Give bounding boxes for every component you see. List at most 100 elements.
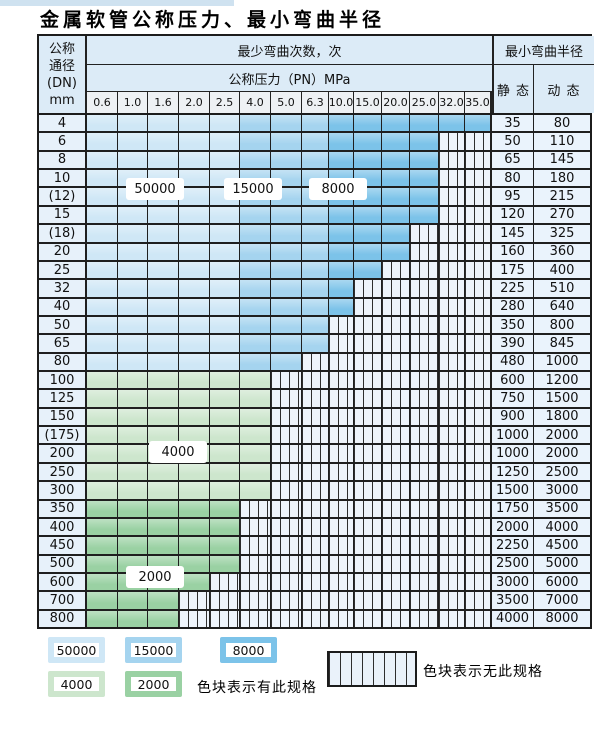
dn-header-line: (DN) — [47, 75, 77, 91]
spec-available-cell — [354, 115, 382, 132]
spec-available-cell — [240, 372, 271, 389]
dynamic-radius-cell: 145 — [534, 151, 590, 169]
spec-available-cell — [210, 243, 240, 260]
no-spec-cell — [271, 500, 302, 517]
no-spec-cell — [382, 610, 410, 628]
spec-available-cell — [148, 427, 179, 444]
no-spec-cell — [354, 316, 382, 334]
no-spec-cell — [329, 518, 354, 536]
no-spec-cell — [410, 261, 439, 279]
spec-available-cell — [240, 151, 271, 169]
no-spec-cell — [410, 537, 439, 554]
static-column-header: 静 态 — [492, 65, 534, 113]
dn-cell: 400 — [39, 518, 87, 536]
spec-available-cell — [410, 188, 439, 205]
no-spec-cell — [179, 610, 210, 628]
legend-has-spec-text: 色块表示有此规格 — [197, 680, 317, 696]
static-radius-cell: 1000 — [492, 445, 534, 462]
no-spec-cell — [271, 592, 302, 609]
no-spec-cell — [465, 555, 492, 572]
table-row: 100 600 1200 — [39, 372, 590, 391]
table-row: 15 120 270 — [39, 206, 590, 226]
spec-available-cell — [179, 463, 210, 481]
spec-available-cell — [118, 592, 148, 609]
spec-available-cell — [118, 115, 148, 132]
no-spec-cell — [302, 573, 329, 591]
dynamic-radius-cell: 6000 — [534, 573, 590, 591]
dynamic-radius-cell: 110 — [534, 133, 590, 150]
no-spec-cell — [410, 445, 439, 462]
no-spec-cell — [465, 500, 492, 517]
spec-available-cell — [87, 115, 118, 132]
spec-available-cell — [329, 298, 354, 315]
no-spec-cell — [354, 427, 382, 444]
spec-available-cell — [302, 151, 329, 169]
static-radius-cell: 65 — [492, 151, 534, 169]
spec-available-cell — [118, 133, 148, 150]
spec-available-cell — [271, 335, 302, 352]
table-row: 350 1750 3500 — [39, 500, 590, 519]
spec-available-cell — [87, 298, 118, 315]
spec-available-cell — [148, 537, 179, 554]
spec-available-cell — [87, 280, 118, 297]
no-spec-cell — [410, 610, 439, 628]
spec-available-cell — [87, 353, 118, 371]
no-spec-cell — [240, 518, 271, 536]
no-spec-cell — [439, 206, 465, 224]
spec-available-cell — [148, 408, 179, 426]
no-spec-cell — [465, 592, 492, 609]
spec-available-cell — [382, 206, 410, 224]
no-spec-cell — [382, 427, 410, 444]
no-spec-cell — [354, 390, 382, 407]
no-spec-cell — [410, 280, 439, 297]
table-row: 6 50 110 — [39, 133, 590, 152]
static-radius-cell: 1000 — [492, 427, 534, 444]
no-spec-cell — [354, 353, 382, 371]
dynamic-radius-cell: 2500 — [534, 463, 590, 481]
spec-available-cell — [148, 463, 179, 481]
no-spec-cell — [329, 353, 354, 371]
spec-available-cell — [179, 225, 210, 242]
dn-cell: (18) — [39, 225, 87, 242]
spec-available-cell — [240, 408, 271, 426]
spec-available-cell — [118, 610, 148, 628]
no-spec-cell — [465, 482, 492, 499]
spec-available-cell — [87, 408, 118, 426]
dynamic-radius-cell: 1000 — [534, 353, 590, 371]
no-spec-cell — [382, 518, 410, 536]
spec-available-cell — [118, 390, 148, 407]
no-spec-cell — [210, 610, 240, 628]
pressure-tick: 10.0 — [329, 92, 354, 113]
spec-available-cell — [210, 206, 240, 224]
static-radius-cell: 2500 — [492, 555, 534, 572]
spec-available-cell — [302, 261, 329, 279]
table-row: 80 480 1000 — [39, 353, 590, 373]
no-spec-cell — [465, 133, 492, 150]
dynamic-radius-cell: 510 — [534, 280, 590, 297]
spec-available-cell — [87, 335, 118, 352]
no-spec-cell — [240, 500, 271, 517]
spec-available-cell — [329, 151, 354, 169]
spec-available-cell — [148, 151, 179, 169]
spec-available-cell — [210, 518, 240, 536]
spec-available-cell — [271, 243, 302, 260]
no-spec-cell — [329, 372, 354, 389]
no-spec-cell — [271, 482, 302, 499]
spec-available-cell — [87, 610, 118, 628]
no-spec-cell — [410, 408, 439, 426]
no-spec-cell — [439, 151, 465, 169]
spec-available-cell — [179, 188, 210, 205]
legend-swatch-label: 15000 — [131, 643, 176, 658]
static-radius-cell: 900 — [492, 408, 534, 426]
table-row: 150 900 1800 — [39, 408, 590, 428]
spec-available-cell — [179, 206, 210, 224]
legend-no-spec-box — [327, 651, 417, 687]
spec-available-cell — [87, 225, 118, 242]
no-spec-cell — [439, 225, 465, 242]
spec-available-cell — [148, 372, 179, 389]
no-spec-cell — [439, 408, 465, 426]
spec-available-cell — [240, 243, 271, 260]
no-spec-cell — [354, 335, 382, 352]
dynamic-radius-cell: 3000 — [534, 482, 590, 499]
